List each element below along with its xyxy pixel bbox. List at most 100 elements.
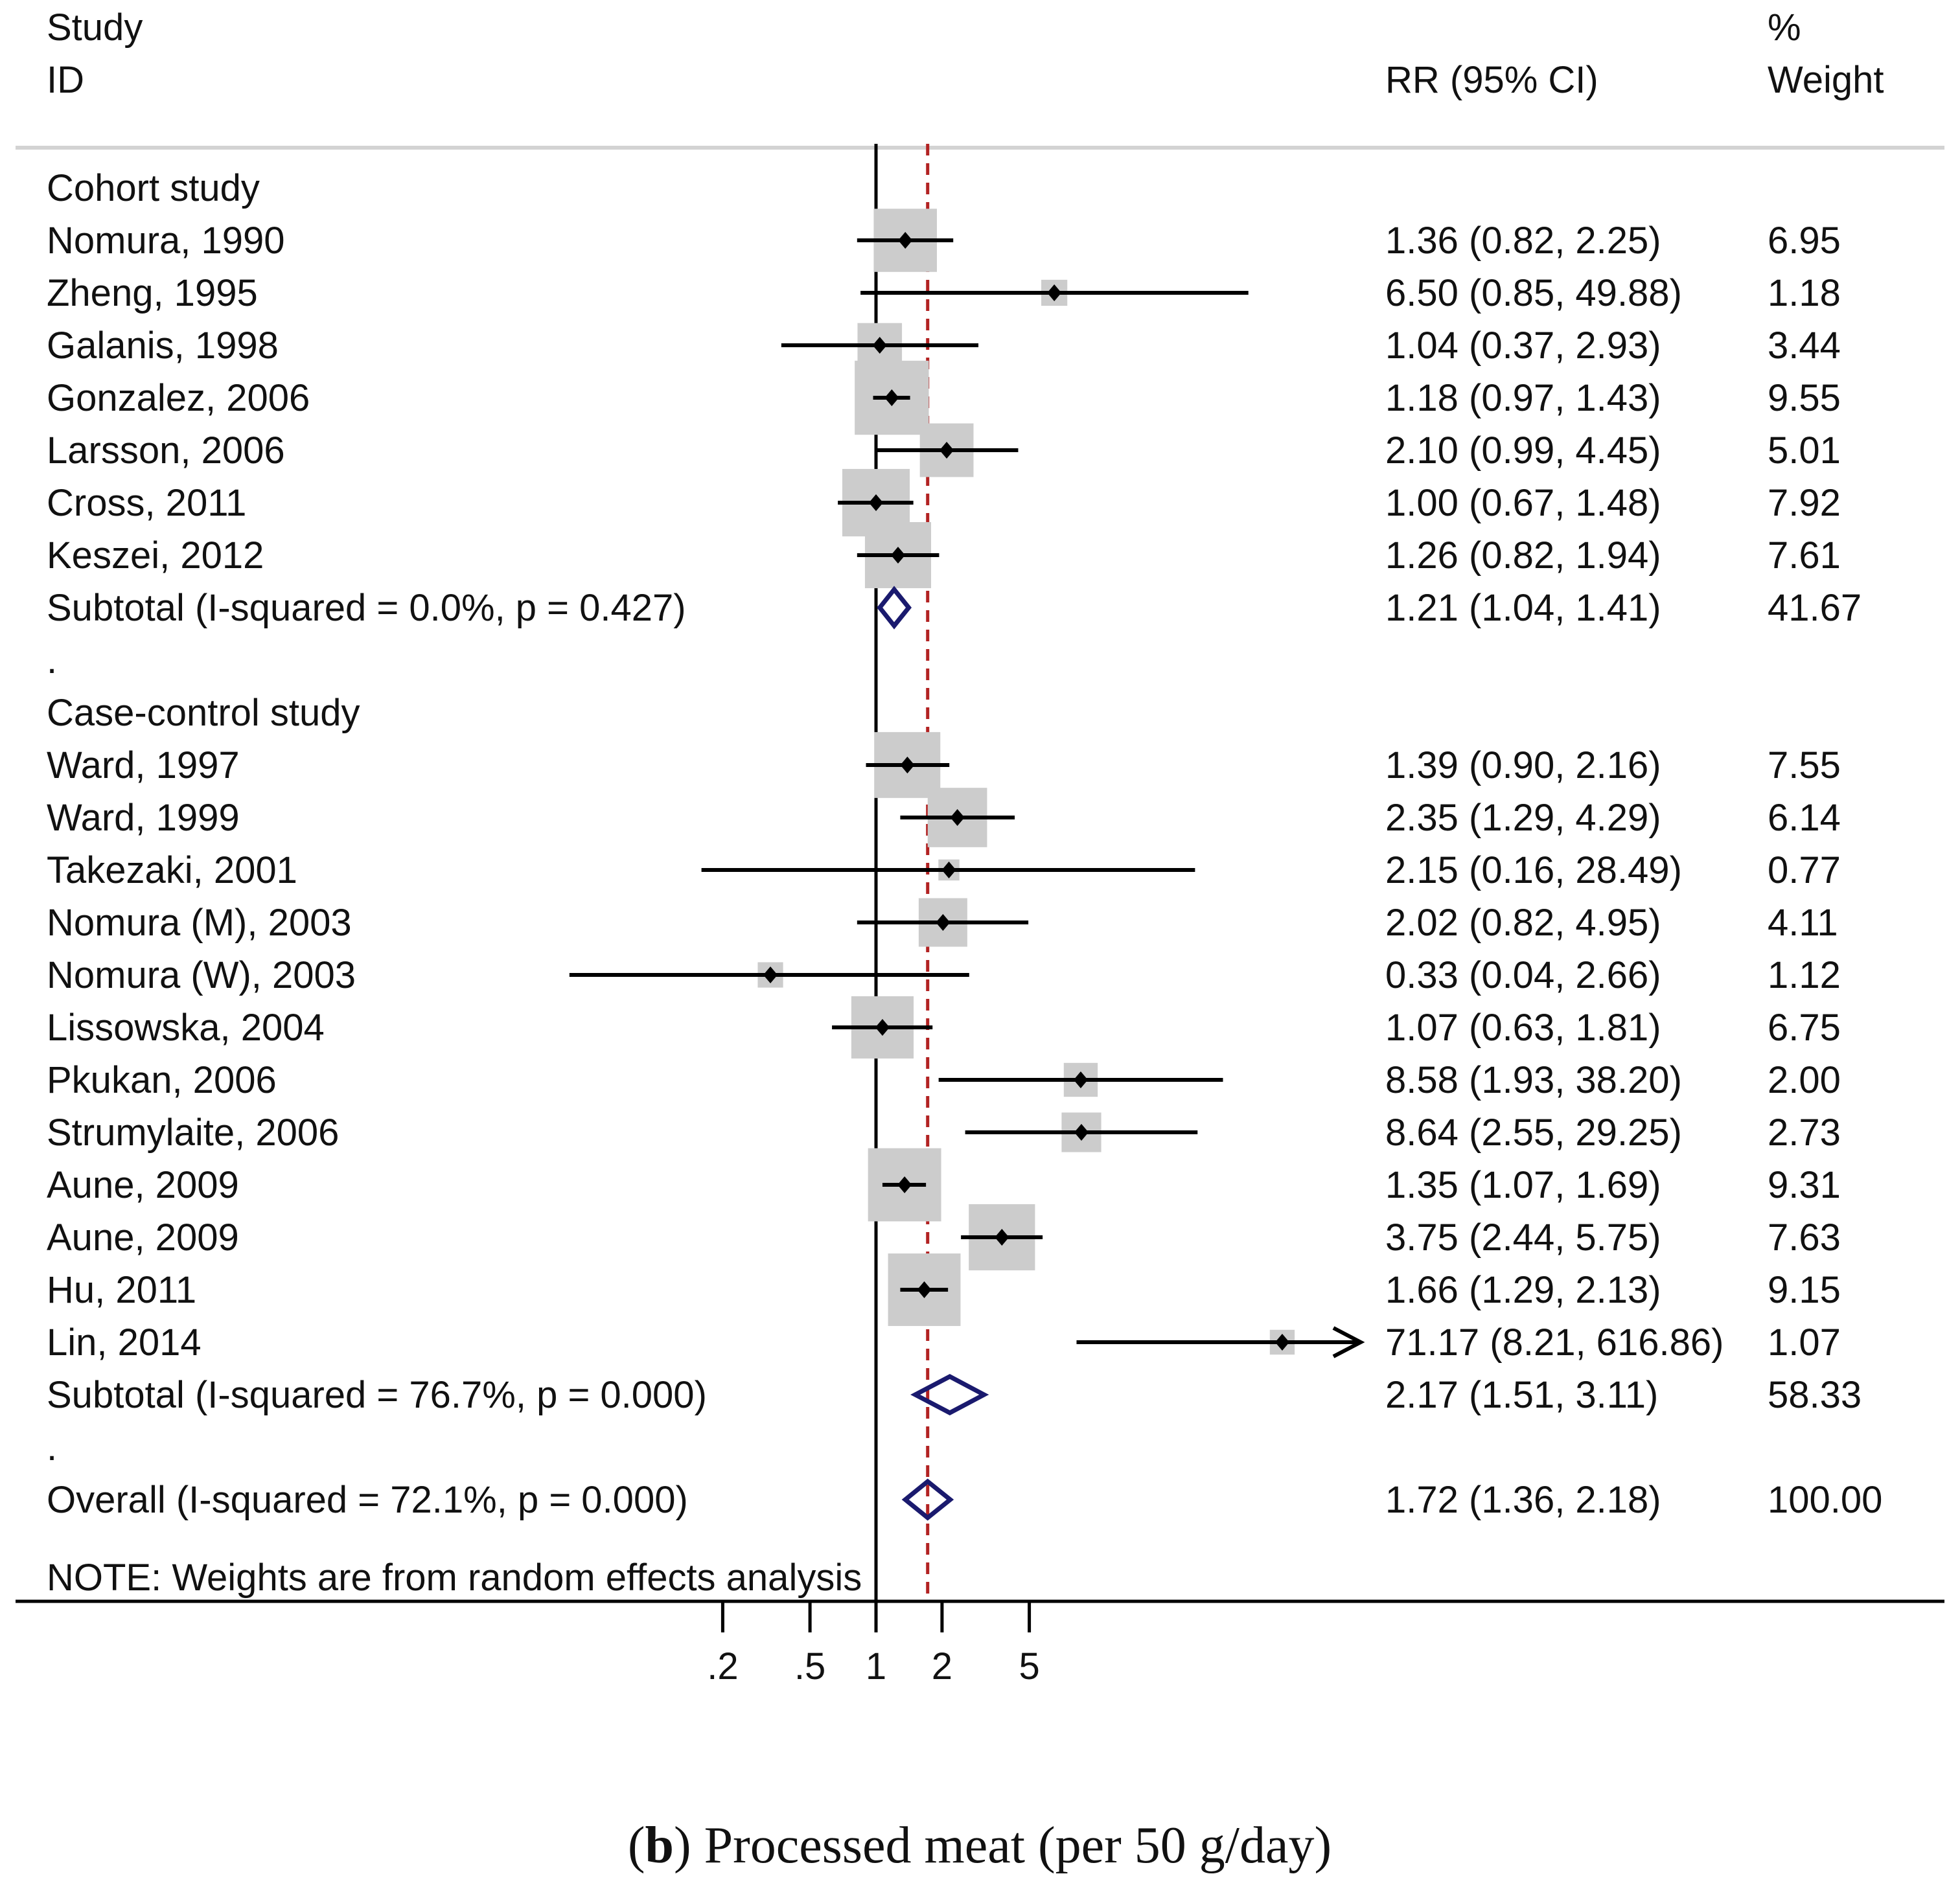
header-rr: RR (95% CI) xyxy=(1385,59,1598,101)
row-label: Nomura (W), 2003 xyxy=(47,954,356,996)
rr-ci-text: 71.17 (8.21, 616.86) xyxy=(1385,1321,1724,1364)
weight-text: 5.01 xyxy=(1768,429,1841,472)
weight-text: 7.61 xyxy=(1768,534,1841,577)
weight-text: 2.00 xyxy=(1768,1059,1841,1101)
rr-ci-text: 3.75 (2.44, 5.75) xyxy=(1385,1217,1661,1259)
row-label: Aune, 2009 xyxy=(47,1164,239,1206)
row-label: Larsson, 2006 xyxy=(47,429,285,472)
row-label: Nomura, 1990 xyxy=(47,220,285,262)
point-estimate xyxy=(1073,1071,1088,1088)
row-label: Nomura (M), 2003 xyxy=(47,902,352,944)
rr-ci-text: 1.04 (0.37, 2.93) xyxy=(1385,325,1661,367)
point-estimate xyxy=(936,914,951,931)
x-tick-label: .5 xyxy=(794,1645,825,1687)
weight-text: 4.11 xyxy=(1768,902,1838,944)
header-percent: % xyxy=(1768,6,1801,49)
point-estimate xyxy=(875,1019,890,1036)
rr-ci-text: 6.50 (0.85, 49.88) xyxy=(1385,272,1682,314)
weights-note: NOTE: Weights are from random effects an… xyxy=(47,1557,862,1599)
row-label: Zheng, 1995 xyxy=(47,272,258,314)
x-tick-label: 5 xyxy=(1019,1645,1039,1687)
row-label: Cross, 2011 xyxy=(47,482,246,524)
rr-ci-text: 0.33 (0.04, 2.66) xyxy=(1385,954,1661,996)
rr-ci-text: 2.17 (1.51, 3.11) xyxy=(1385,1374,1658,1416)
plot-marks xyxy=(569,209,1365,1521)
rr-ci-text: 1.18 (0.97, 1.43) xyxy=(1385,377,1661,419)
rr-ci-text: 2.15 (0.16, 28.49) xyxy=(1385,849,1682,891)
x-tick-label: 1 xyxy=(866,1645,886,1687)
point-estimate xyxy=(941,862,956,878)
weight-text: 1.18 xyxy=(1768,272,1841,314)
rr-ci-text: 8.64 (2.55, 29.25) xyxy=(1385,1112,1682,1154)
point-estimate xyxy=(898,232,913,249)
weight-text: 9.55 xyxy=(1768,377,1841,419)
ci-arrow xyxy=(1332,1326,1365,1358)
weight-text: 6.14 xyxy=(1768,797,1841,839)
overall-diamond xyxy=(901,1478,954,1521)
rr-ci-text: 1.00 (0.67, 1.48) xyxy=(1385,482,1661,524)
row-label: . xyxy=(47,1426,57,1469)
weight-text: 3.44 xyxy=(1768,325,1841,367)
row-label: Subtotal (I-squared = 0.0%, p = 0.427) xyxy=(47,587,686,629)
rr-ci-text: 2.10 (0.99, 4.45) xyxy=(1385,429,1661,472)
row-label: Keszei, 2012 xyxy=(47,534,264,577)
weight-text: 1.07 xyxy=(1768,1321,1841,1364)
rr-ci-text: 1.36 (0.82, 2.25) xyxy=(1385,220,1661,262)
row-label: Strumylaite, 2006 xyxy=(47,1112,339,1154)
point-estimate xyxy=(1074,1124,1089,1141)
weight-text: 6.95 xyxy=(1768,220,1841,262)
point-estimate xyxy=(897,1176,912,1193)
rr-ci-text: 1.35 (1.07, 1.69) xyxy=(1385,1164,1661,1206)
row-label: Pkukan, 2006 xyxy=(47,1059,277,1101)
row-label: Subtotal (I-squared = 76.7%, p = 0.000) xyxy=(47,1374,707,1416)
header-study: Study xyxy=(47,6,143,49)
rr-ci-text: 1.72 (1.36, 2.18) xyxy=(1385,1479,1661,1521)
point-estimate xyxy=(869,494,883,511)
caption-letter: b xyxy=(645,1817,674,1874)
weight-text: 1.12 xyxy=(1768,954,1841,996)
row-label: Takezaki, 2001 xyxy=(47,849,297,891)
caption-text: Processed meat (per 50 g/day) xyxy=(691,1817,1332,1874)
point-estimate xyxy=(1047,284,1062,301)
point-estimate xyxy=(917,1281,932,1298)
weight-text: 7.63 xyxy=(1768,1217,1841,1259)
rr-ci-text: 2.35 (1.29, 4.29) xyxy=(1385,797,1661,839)
point-estimate xyxy=(1274,1334,1289,1351)
rr-ci-text: 2.02 (0.82, 4.95) xyxy=(1385,902,1661,944)
weight-text: 7.55 xyxy=(1768,744,1841,786)
subtotal-diamond xyxy=(877,586,912,630)
point-estimate xyxy=(995,1229,1009,1246)
rr-ci-text: 1.39 (0.90, 2.16) xyxy=(1385,744,1661,786)
row-label: Case-control study xyxy=(47,692,360,734)
weight-text: 58.33 xyxy=(1768,1374,1862,1416)
weight-text: 100.00 xyxy=(1768,1479,1882,1521)
point-estimate xyxy=(940,442,954,459)
x-tick-label: 2 xyxy=(932,1645,952,1687)
row-label: Lissowska, 2004 xyxy=(47,1007,325,1049)
row-label: Lin, 2014 xyxy=(47,1321,202,1364)
row-label: Overall (I-squared = 72.1%, p = 0.000) xyxy=(47,1479,688,1521)
row-label: . xyxy=(47,639,57,681)
row-label: Hu, 2011 xyxy=(47,1269,196,1311)
weight-text: 2.73 xyxy=(1768,1112,1841,1154)
figure-caption: (b) Processed meat (per 50 g/day) xyxy=(628,1817,1332,1874)
row-label: Ward, 1999 xyxy=(47,797,240,839)
weight-text: 9.15 xyxy=(1768,1269,1841,1311)
header-weight: Weight xyxy=(1768,59,1884,101)
weight-text: 6.75 xyxy=(1768,1007,1841,1049)
point-estimate xyxy=(950,809,965,826)
rr-ci-text: 1.07 (0.63, 1.81) xyxy=(1385,1007,1661,1049)
row-label: Gonzalez, 2006 xyxy=(47,377,310,419)
header-id: ID xyxy=(47,59,84,101)
weight-text: 7.92 xyxy=(1768,482,1841,524)
row-label: Galanis, 1998 xyxy=(47,325,279,367)
rr-ci-text: 8.58 (1.93, 38.20) xyxy=(1385,1059,1682,1101)
rr-ci-text: 1.21 (1.04, 1.41) xyxy=(1385,587,1661,629)
rr-ci-text: 1.26 (0.82, 1.94) xyxy=(1385,534,1661,577)
table-header: Study ID RR (95% CI) % Weight xyxy=(47,6,1884,101)
row-label: Aune, 2009 xyxy=(47,1217,239,1259)
x-axis-ticks: .2 .5 1 2 5 xyxy=(707,1603,1040,1687)
subtotal-diamond xyxy=(910,1374,989,1415)
weight-text: 0.77 xyxy=(1768,849,1841,891)
weight-text: 41.67 xyxy=(1768,587,1862,629)
